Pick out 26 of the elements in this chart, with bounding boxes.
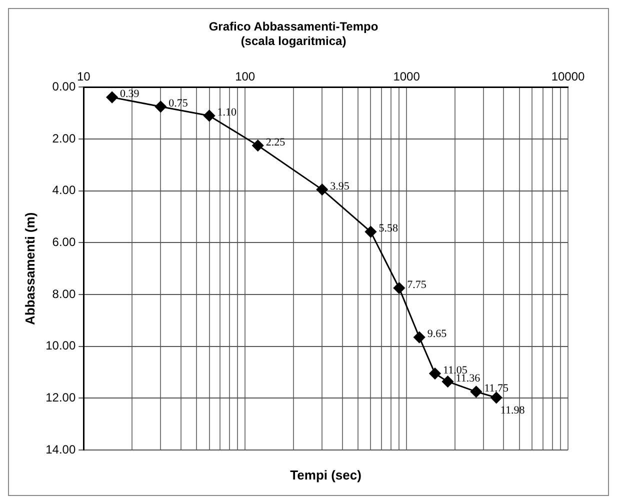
data-label: 2.25 bbox=[266, 136, 286, 148]
data-label: 5.58 bbox=[378, 222, 398, 235]
x-tick-label: 100 bbox=[235, 69, 256, 84]
y-axis-title: Abbassamenti (m) bbox=[22, 212, 38, 325]
x-axis-title: Tempi (sec) bbox=[290, 468, 362, 483]
y-tick-label: 6.00 bbox=[52, 235, 76, 249]
x-tick-label: 10 bbox=[76, 69, 91, 84]
data-label: 0.39 bbox=[120, 88, 140, 100]
y-tick-label: 8.00 bbox=[52, 286, 76, 301]
y-tick-label: 2.00 bbox=[52, 131, 76, 146]
x-tick-label: 1000 bbox=[393, 69, 420, 84]
x-tick-label: 10000 bbox=[551, 69, 586, 84]
y-tick-label: 10.00 bbox=[46, 338, 76, 353]
chart-subtitle: (scala logaritmica) bbox=[240, 34, 346, 48]
y-tick-label: 14.00 bbox=[46, 442, 76, 456]
y-tick-label: 4.00 bbox=[52, 183, 76, 198]
y-tick-label: 0.00 bbox=[52, 80, 76, 94]
y-tick-label: 12.00 bbox=[46, 390, 76, 404]
data-label: 1.10 bbox=[217, 106, 238, 119]
data-label: 7.75 bbox=[407, 278, 427, 291]
chart-title: Grafico Abbassamenti-Tempo bbox=[208, 20, 378, 34]
data-label: 11.98 bbox=[500, 404, 526, 417]
data-label: 0.75 bbox=[168, 98, 188, 110]
data-label: 3.95 bbox=[330, 180, 350, 192]
data-label: 11.75 bbox=[484, 382, 510, 395]
data-label: 9.65 bbox=[427, 328, 448, 340]
